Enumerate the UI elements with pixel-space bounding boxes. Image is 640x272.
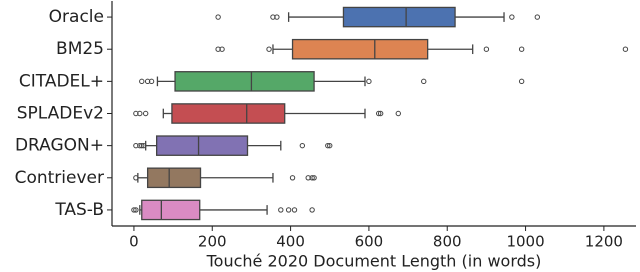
outlier	[421, 78, 427, 85]
outlier	[534, 14, 541, 20]
outlier	[139, 78, 145, 85]
box	[155, 135, 249, 156]
outlier	[327, 142, 333, 149]
outlier	[141, 142, 147, 149]
outlier	[289, 175, 296, 181]
box	[174, 71, 315, 92]
outlier	[622, 46, 629, 52]
outlier	[509, 14, 515, 20]
box	[141, 199, 201, 221]
outlier	[266, 46, 272, 52]
x-tick-label: 400	[276, 233, 305, 251]
outlier	[133, 175, 139, 181]
outlier	[274, 14, 280, 20]
x-tick-label: 0	[129, 233, 139, 251]
outlier	[309, 175, 315, 181]
y-tick-label: SPLADEv2	[17, 104, 104, 124]
box	[171, 103, 286, 124]
y-tick-label: CITADEL+	[19, 71, 104, 91]
outlier	[299, 142, 306, 149]
outlier	[142, 110, 149, 117]
x-tick-label: 1200	[585, 233, 623, 251]
box	[146, 167, 202, 189]
outlier	[518, 78, 525, 85]
x-tick-label: 800	[433, 233, 462, 251]
outlier	[375, 110, 382, 117]
x-tick-label: 200	[198, 233, 227, 251]
box	[342, 6, 456, 28]
outlier	[285, 207, 292, 213]
outlier	[291, 207, 298, 213]
y-tick-label: Contriever	[15, 168, 104, 188]
box	[291, 38, 429, 60]
outlier	[325, 142, 331, 149]
outlier	[366, 78, 372, 85]
x-tick-label: 600	[355, 233, 384, 251]
outlier	[148, 78, 155, 85]
y-tick-label: BM25	[56, 39, 104, 59]
outlier	[131, 207, 137, 213]
outlier	[278, 207, 284, 213]
outlier	[518, 46, 525, 52]
outlier	[219, 46, 225, 52]
outlier	[377, 110, 384, 117]
outlier	[137, 110, 143, 117]
outlier	[133, 207, 139, 213]
outlier	[215, 14, 221, 20]
outlier	[139, 142, 145, 149]
y-tick-label: Oracle	[49, 7, 104, 27]
x-tick-label: 1000	[506, 233, 544, 251]
outlier	[309, 207, 315, 213]
x-axis-label: Touché 2020 Document Length (in words)	[206, 252, 542, 271]
outlier	[395, 110, 401, 117]
outlier	[311, 175, 317, 181]
outlier	[483, 46, 490, 52]
y-tick-label: DRAGON+	[15, 136, 104, 156]
y-tick-label: TAS-B	[54, 200, 104, 220]
